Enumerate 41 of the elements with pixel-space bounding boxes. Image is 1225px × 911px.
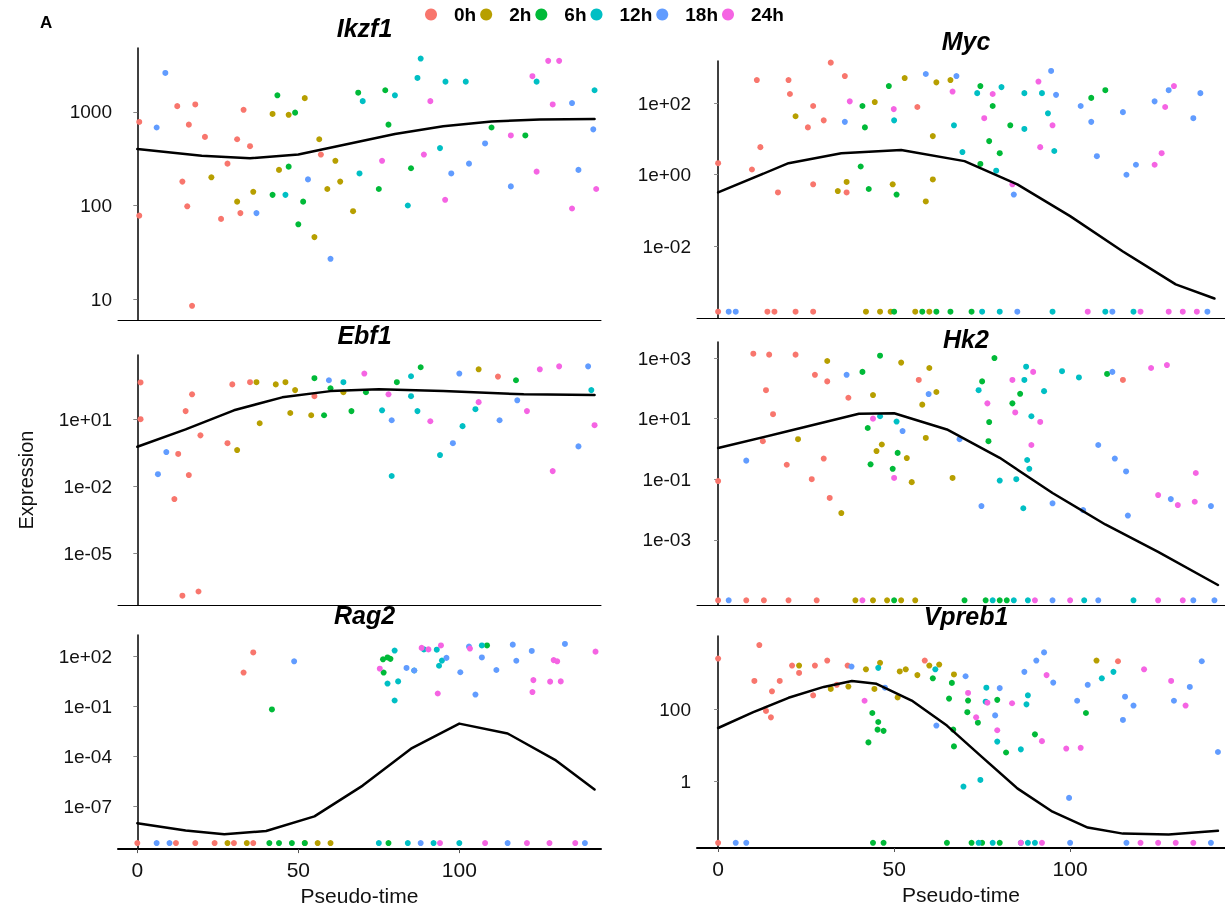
y-tick-label: 1 bbox=[680, 770, 691, 792]
y-tick-label: 1000 bbox=[69, 101, 112, 123]
y-tick-label: 1e+02 bbox=[637, 92, 691, 114]
y-tick-label: 1e-03 bbox=[642, 529, 691, 551]
x-tick-label: 50 bbox=[882, 857, 906, 880]
x-tick-label: 0 bbox=[131, 858, 144, 882]
text: A bbox=[40, 13, 53, 32]
y-tick-label: 1e-02 bbox=[642, 235, 691, 257]
y-axis-title: Expression bbox=[15, 430, 37, 530]
y-tick-label: 1e-01 bbox=[63, 695, 112, 717]
y-tick-label: 1e+01 bbox=[637, 408, 691, 430]
y-tick-label: 1e-04 bbox=[63, 745, 113, 767]
y-tick-label: 1e+03 bbox=[637, 347, 691, 369]
y-tick-label: 100 bbox=[659, 698, 691, 720]
chart-title: Ikzf1 bbox=[336, 13, 393, 42]
y-tick-label: 1e+02 bbox=[58, 645, 112, 667]
chart-title: Hk2 bbox=[943, 324, 990, 353]
x-tick-label: 0 bbox=[712, 857, 724, 880]
chart-title: Myc bbox=[941, 26, 991, 55]
x-axis-title: Pseudo-time bbox=[902, 882, 1020, 906]
legend-label: 18h bbox=[685, 4, 719, 25]
x-tick-label: 100 bbox=[1052, 857, 1088, 880]
y-tick-label: 1e-02 bbox=[63, 475, 112, 497]
y-tick-label: 10 bbox=[90, 288, 112, 310]
chart-title: Rag2 bbox=[333, 600, 396, 629]
chart-title: Ebf1 bbox=[337, 320, 392, 349]
legend-label: 0h bbox=[454, 4, 477, 25]
x-tick-label: 100 bbox=[441, 858, 477, 882]
y-tick-label: 1e-05 bbox=[63, 543, 112, 564]
y-tick-label: 1e-01 bbox=[642, 468, 691, 490]
y-tick-label: 1e+00 bbox=[637, 164, 691, 186]
legend-label: 24h bbox=[751, 4, 784, 25]
y-tick-label: 1e-07 bbox=[63, 795, 112, 817]
chart-title: Vpreb1 bbox=[923, 601, 1009, 630]
y-tick-label: 100 bbox=[80, 195, 112, 217]
y-tick-label: 1e+01 bbox=[58, 408, 112, 430]
x-tick-label: 50 bbox=[286, 858, 310, 882]
legend-label: 6h bbox=[564, 4, 587, 25]
x-axis-title: Pseudo-time bbox=[300, 884, 419, 907]
legend-label: 12h bbox=[619, 4, 653, 25]
legend-label: 2h bbox=[509, 4, 532, 25]
